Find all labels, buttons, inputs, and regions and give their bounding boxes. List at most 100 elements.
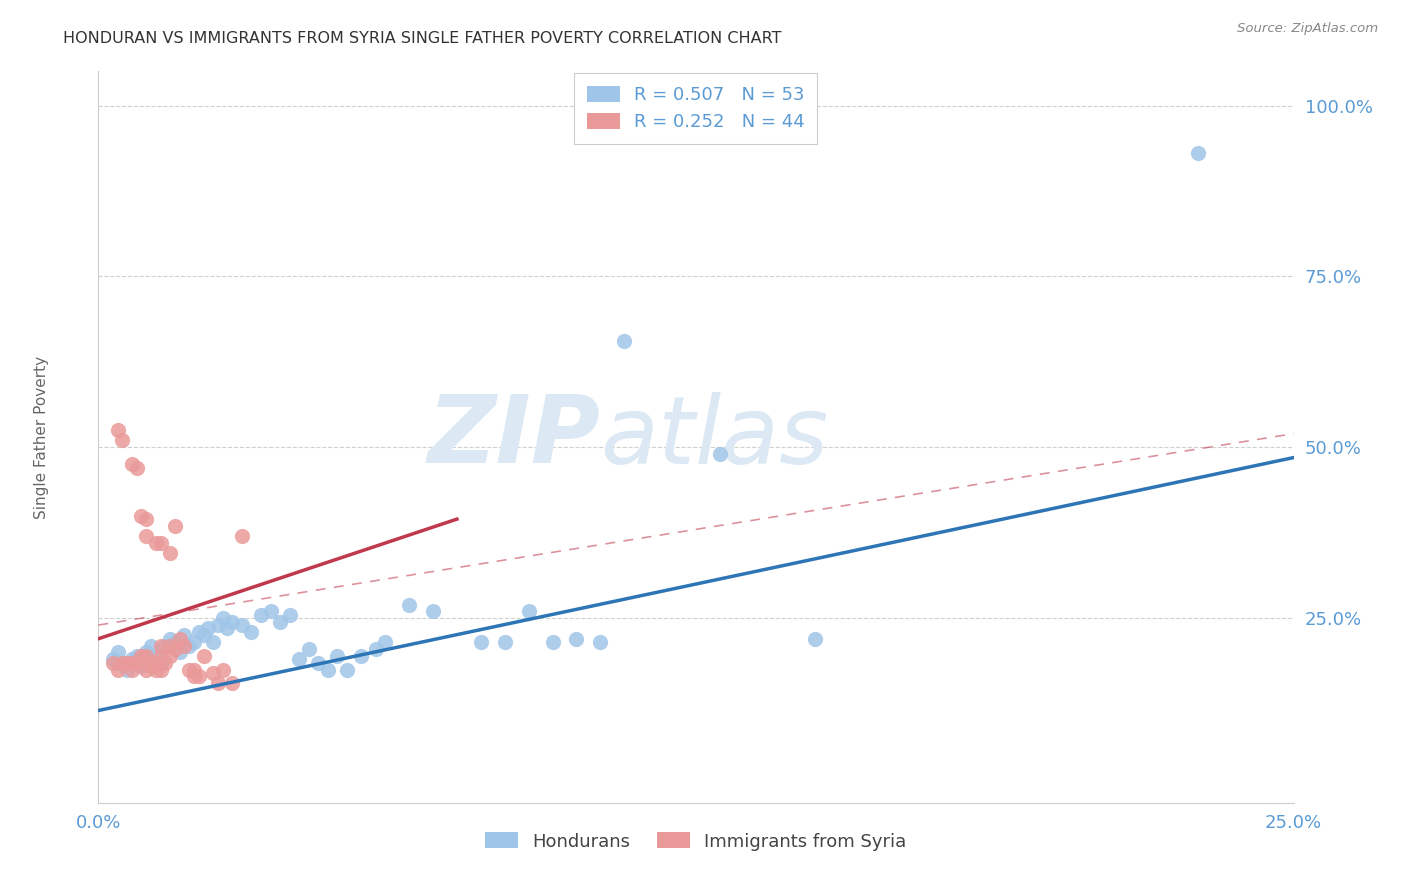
Point — [193, 628, 215, 642]
Point — [111, 434, 134, 448]
Point — [159, 639, 181, 653]
Point — [125, 656, 148, 670]
Point — [107, 663, 129, 677]
Point — [316, 663, 339, 677]
Point — [159, 632, 181, 646]
Point — [115, 656, 138, 670]
Point — [217, 622, 239, 636]
Point — [364, 642, 387, 657]
Point — [183, 663, 205, 677]
Point — [207, 618, 229, 632]
Point — [202, 665, 225, 680]
Point — [111, 656, 134, 670]
Point — [139, 659, 162, 673]
Point — [307, 656, 329, 670]
Point — [187, 624, 209, 639]
Point — [231, 529, 253, 543]
Point — [131, 508, 153, 523]
Point — [179, 639, 201, 653]
Point — [163, 635, 186, 649]
Point — [131, 659, 153, 673]
Point — [135, 663, 157, 677]
Point — [179, 663, 201, 677]
Point — [155, 656, 177, 670]
Point — [1187, 146, 1209, 161]
Point — [145, 648, 167, 663]
Point — [231, 618, 253, 632]
Point — [135, 645, 157, 659]
Point — [121, 656, 143, 670]
Point — [145, 536, 167, 550]
Point — [350, 648, 373, 663]
Point — [155, 639, 177, 653]
Point — [709, 447, 731, 461]
Point — [107, 423, 129, 437]
Point — [250, 607, 273, 622]
Point — [163, 519, 186, 533]
Text: Single Father Poverty: Single Father Poverty — [34, 356, 49, 518]
Point — [139, 639, 162, 653]
Point — [135, 512, 157, 526]
Point — [149, 648, 172, 663]
Text: Source: ZipAtlas.com: Source: ZipAtlas.com — [1237, 22, 1378, 36]
Point — [121, 458, 143, 472]
Point — [125, 648, 148, 663]
Point — [149, 536, 172, 550]
Point — [115, 663, 138, 677]
Text: atlas: atlas — [600, 392, 828, 483]
Point — [159, 546, 181, 560]
Point — [107, 645, 129, 659]
Point — [173, 628, 195, 642]
Point — [374, 635, 396, 649]
Point — [135, 529, 157, 543]
Point — [139, 656, 162, 670]
Legend: Hondurans, Immigrants from Syria: Hondurans, Immigrants from Syria — [477, 823, 915, 860]
Point — [589, 635, 612, 649]
Point — [336, 663, 359, 677]
Point — [613, 334, 636, 349]
Point — [517, 604, 540, 618]
Point — [169, 632, 191, 646]
Text: ZIP: ZIP — [427, 391, 600, 483]
Point — [193, 648, 215, 663]
Point — [240, 624, 263, 639]
Point — [326, 648, 349, 663]
Point — [163, 642, 186, 657]
Point — [187, 669, 209, 683]
Point — [111, 656, 134, 670]
Point — [422, 604, 444, 618]
Point — [121, 652, 143, 666]
Point — [149, 639, 172, 653]
Point — [197, 622, 219, 636]
Point — [149, 656, 172, 670]
Point — [221, 615, 243, 629]
Point — [541, 635, 564, 649]
Point — [202, 635, 225, 649]
Text: HONDURAN VS IMMIGRANTS FROM SYRIA SINGLE FATHER POVERTY CORRELATION CHART: HONDURAN VS IMMIGRANTS FROM SYRIA SINGLE… — [63, 31, 782, 46]
Point — [125, 460, 148, 475]
Point — [211, 663, 233, 677]
Point — [145, 663, 167, 677]
Point — [470, 635, 492, 649]
Point — [288, 652, 311, 666]
Point — [211, 611, 233, 625]
Point — [169, 645, 191, 659]
Point — [278, 607, 301, 622]
Point — [259, 604, 281, 618]
Point — [565, 632, 588, 646]
Point — [101, 652, 124, 666]
Point — [131, 648, 153, 663]
Point — [221, 676, 243, 690]
Point — [183, 635, 205, 649]
Point — [398, 598, 420, 612]
Point — [135, 648, 157, 663]
Point — [149, 663, 172, 677]
Point — [269, 615, 291, 629]
Point — [183, 669, 205, 683]
Point — [804, 632, 827, 646]
Point — [494, 635, 516, 649]
Point — [298, 642, 321, 657]
Point — [121, 663, 143, 677]
Point — [101, 656, 124, 670]
Point — [173, 639, 195, 653]
